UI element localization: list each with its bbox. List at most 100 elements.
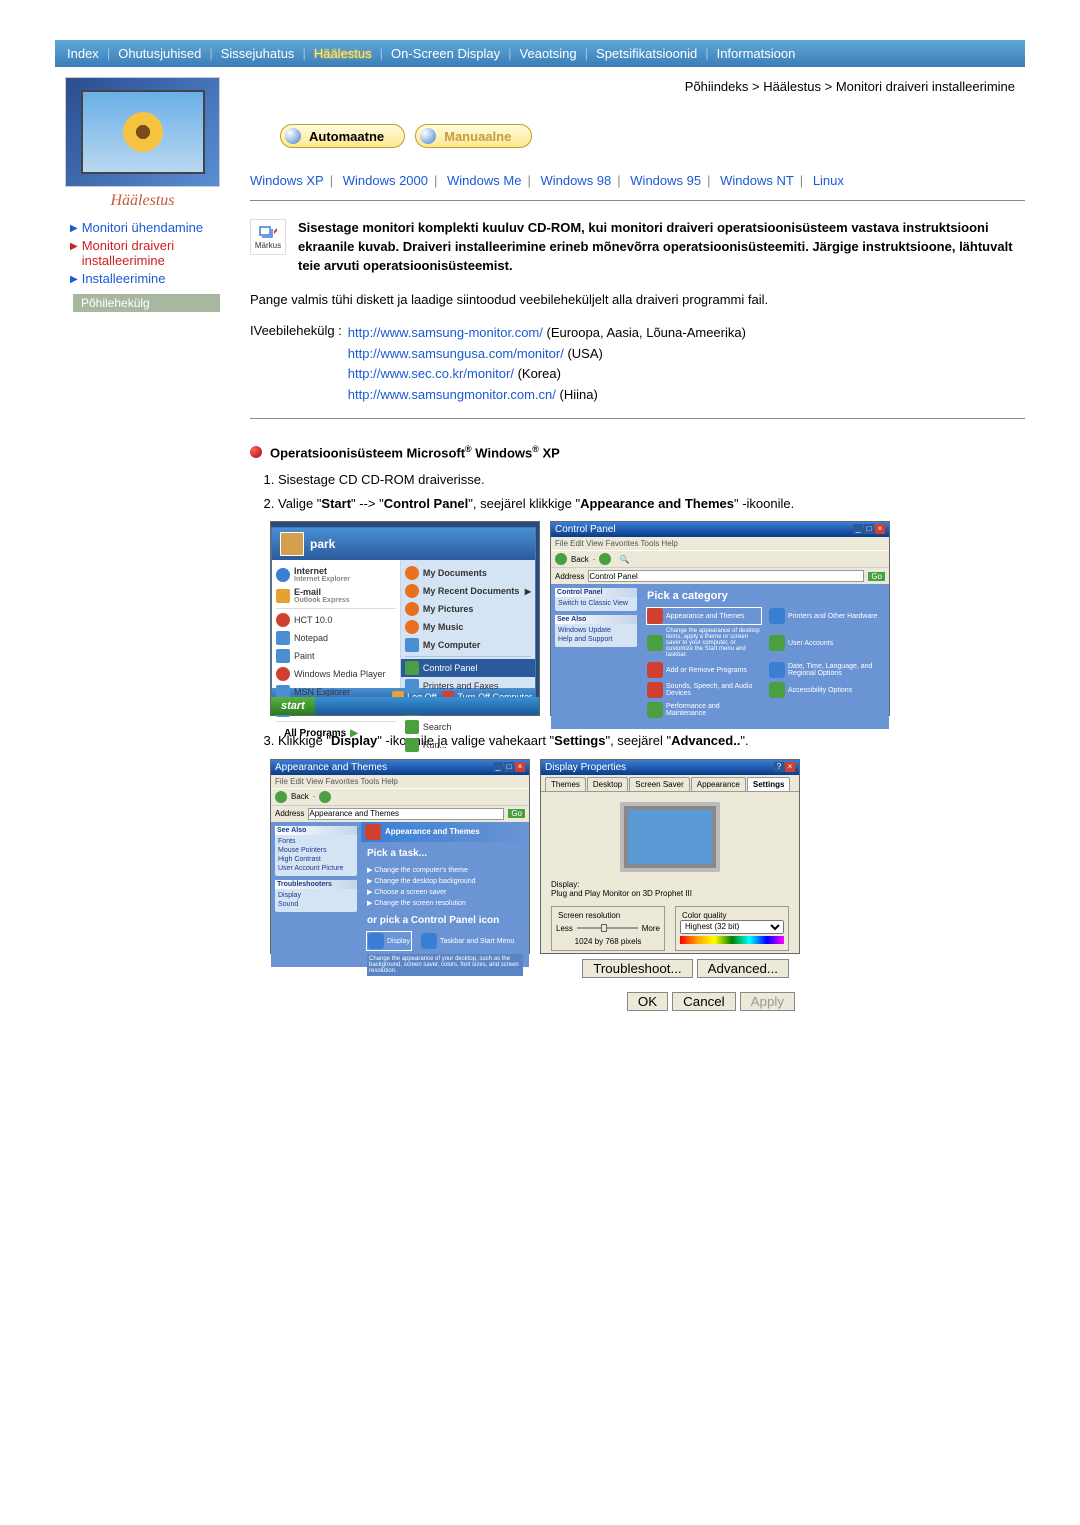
note-text: Sisestage monitori komplekti kuuluv CD-R…: [298, 219, 1025, 276]
os-link-linux[interactable]: Linux: [813, 173, 844, 188]
back-icon: [555, 553, 567, 565]
color-bar: [680, 936, 784, 944]
nav-specs[interactable]: Spetsifikatsioonid: [596, 46, 697, 61]
folder-icon: [405, 620, 419, 634]
web-link-global[interactable]: http://www.samsung-monitor.com/: [348, 325, 543, 340]
minimize-icon: _: [493, 762, 503, 772]
performance-icon: [647, 702, 663, 718]
nav-setup[interactable]: Häälestus: [314, 46, 372, 61]
appearance-icon: [365, 824, 381, 840]
screenshot-appearance-themes: Appearance and Themes_□× File Edit View …: [270, 759, 530, 954]
color-quality-select[interactable]: Highest (32 bit): [680, 920, 784, 934]
tab-desktop[interactable]: Desktop: [587, 777, 628, 791]
sidebar-link-driver[interactable]: ▶Monitori draiveri installeerimine: [70, 238, 222, 268]
web-label: IVeebilehekülg :: [250, 323, 342, 406]
nav-index[interactable]: Index: [67, 46, 99, 61]
sidebar-section-title: Häälestus: [55, 192, 230, 210]
apply-button[interactable]: Apply: [740, 992, 795, 1011]
advanced-button[interactable]: Advanced...: [697, 959, 789, 978]
tab-screensaver[interactable]: Screen Saver: [629, 777, 689, 791]
addremove-icon: [647, 662, 663, 678]
maximize-icon: □: [504, 762, 514, 772]
close-icon: ×: [785, 762, 795, 772]
taskbar-icon: [421, 933, 437, 949]
avatar-icon: [280, 532, 304, 556]
notepad-icon: [276, 631, 290, 645]
go-button[interactable]: Go: [868, 572, 885, 581]
users-icon: [769, 635, 785, 651]
os-link-2000[interactable]: Windows 2000: [343, 173, 428, 188]
nav-troubleshoot[interactable]: Veaotsing: [520, 46, 577, 61]
pick-category-heading: Pick a category: [647, 590, 883, 602]
os-link-98[interactable]: Windows 98: [540, 173, 611, 188]
nav-osd[interactable]: On-Screen Display: [391, 46, 500, 61]
os-link-xp[interactable]: Windows XP: [250, 173, 324, 188]
bullet-icon: [250, 446, 262, 458]
resolution-slider[interactable]: [601, 924, 607, 932]
breadcrumb: Põhiindeks > Häälestus > Monitori draive…: [250, 79, 1025, 94]
web-link-usa[interactable]: http://www.samsungusa.com/monitor/: [348, 346, 564, 361]
printers-icon: [769, 608, 785, 624]
web-link-china[interactable]: http://www.samsungmonitor.com.cn/: [348, 387, 556, 402]
mail-icon: [276, 589, 290, 603]
nav-safety[interactable]: Ohutusjuhised: [118, 46, 201, 61]
sounds-icon: [647, 682, 663, 698]
minimize-icon: _: [853, 524, 863, 534]
help-icon: ?: [774, 762, 784, 772]
sidebar: Häälestus ▶Monitori ühendamine ▶Monitori…: [55, 67, 230, 969]
folder-icon: [405, 602, 419, 616]
close-icon: ×: [515, 762, 525, 772]
tab-themes[interactable]: Themes: [545, 777, 586, 791]
os-link-nt[interactable]: Windows NT: [720, 173, 794, 188]
control-panel-icon: [405, 661, 419, 675]
paint-icon: [276, 649, 290, 663]
nav-intro[interactable]: Sissejuhatus: [221, 46, 295, 61]
network-icon: [647, 635, 663, 651]
tab-appearance[interactable]: Appearance: [691, 777, 746, 791]
sidebar-link-connect[interactable]: ▶Monitori ühendamine: [70, 220, 222, 235]
display-icon: [368, 933, 384, 949]
folder-icon: [405, 584, 419, 598]
start-button[interactable]: start: [271, 697, 315, 715]
accessibility-icon: [769, 682, 785, 698]
os-link-95[interactable]: Windows 95: [630, 173, 701, 188]
computer-icon: [405, 638, 419, 652]
ok-button[interactable]: OK: [627, 992, 668, 1011]
app-icon: [276, 613, 290, 627]
cancel-button[interactable]: Cancel: [672, 992, 736, 1011]
screenshot-control-panel: Control Panel_□× File Edit View Favorite…: [550, 521, 890, 716]
sidebar-link-install[interactable]: ▶Installeerimine: [70, 271, 222, 286]
tab-automatic[interactable]: Automaatne: [280, 124, 405, 148]
os-link-me[interactable]: Windows Me: [447, 173, 521, 188]
sidebar-home-link[interactable]: Põhilehekülg: [73, 294, 220, 312]
start-username: park: [310, 537, 335, 551]
os-heading: Operatsioonisüsteem Microsoft® Windows® …: [250, 444, 1025, 460]
web-link-korea[interactable]: http://www.sec.co.kr/monitor/: [348, 366, 514, 381]
tab-manual[interactable]: Manuaalne: [415, 124, 532, 148]
folder-icon: [405, 566, 419, 580]
divider-2: [250, 418, 1025, 419]
forward-icon: [319, 791, 331, 803]
back-icon: [275, 791, 287, 803]
wmp-icon: [276, 667, 290, 681]
close-icon: ×: [875, 524, 885, 534]
monitor-image: [65, 77, 220, 187]
web-links: http://www.samsung-monitor.com/ (Euroopa…: [348, 323, 746, 406]
nav-info[interactable]: Informatsioon: [717, 46, 796, 61]
os-links: Windows XP| Windows 2000| Windows Me| Wi…: [250, 173, 1025, 188]
address-input[interactable]: [588, 570, 864, 582]
tab-settings[interactable]: Settings: [747, 777, 791, 791]
main-content: Põhiindeks > Häälestus > Monitori draive…: [230, 67, 1025, 969]
screenshot-start-menu: park InternetInternet Explorer E-mailOut…: [270, 521, 540, 716]
ie-icon: [276, 568, 290, 582]
forward-icon: [599, 553, 611, 565]
troubleshoot-button[interactable]: Troubleshoot...: [582, 959, 692, 978]
divider: [250, 200, 1025, 201]
run-icon: [405, 738, 419, 752]
datetime-icon: [769, 662, 785, 678]
note-icon: Märkus: [250, 219, 286, 255]
maximize-icon: □: [864, 524, 874, 534]
step-2: Valige "Start" --> "Control Panel", seej…: [278, 494, 1025, 514]
address-input[interactable]: [308, 808, 504, 820]
screenshot-display-properties: Display Properties?× Themes Desktop Scre…: [540, 759, 800, 954]
